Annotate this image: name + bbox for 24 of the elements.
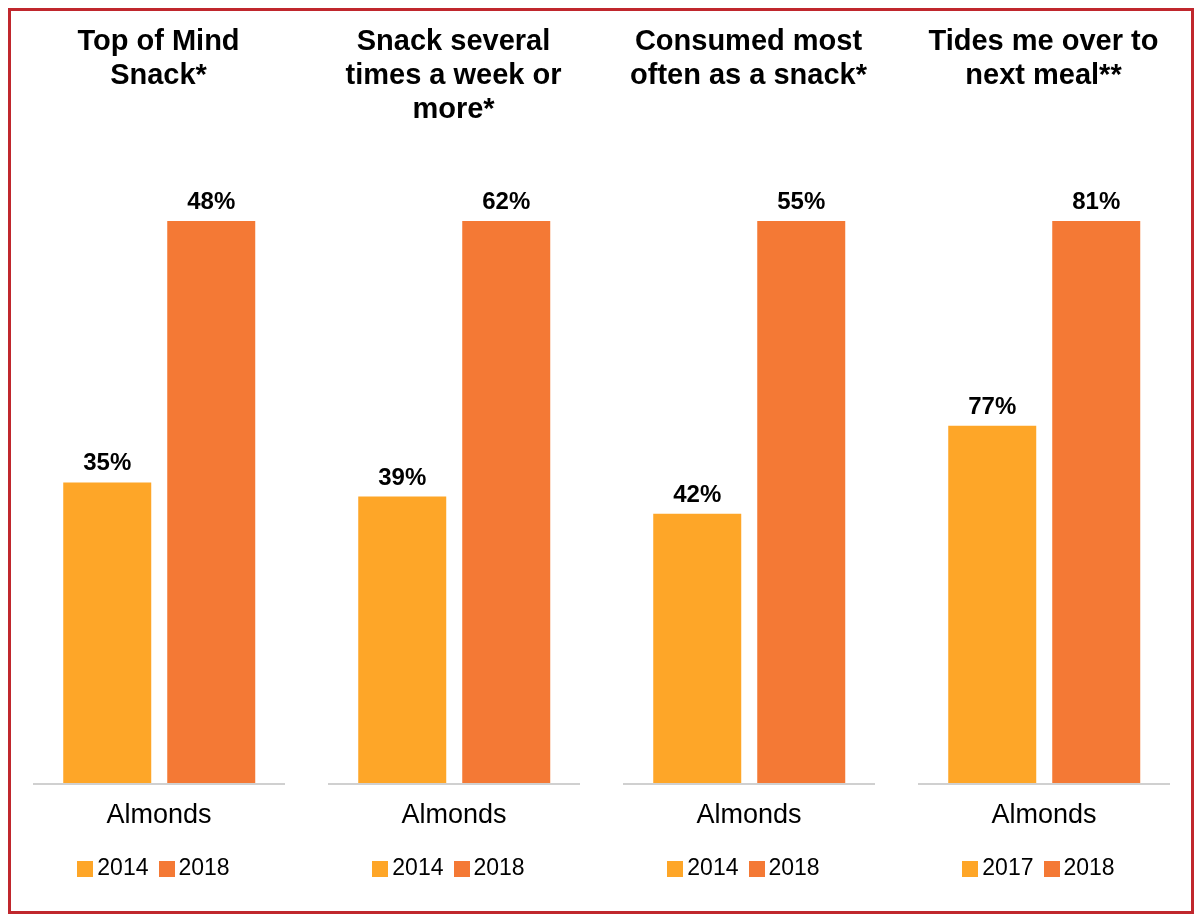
chart-title: Tides me over to next meal**	[927, 23, 1160, 92]
legend-label: 2014	[687, 854, 739, 880]
chart-title: Top of Mind Snack*	[76, 23, 241, 92]
chart-title: Snack several times a week or more*	[344, 23, 563, 126]
data-label: 81%	[1071, 187, 1120, 214]
legend-label: 2018	[178, 854, 230, 880]
data-label: 48%	[186, 187, 235, 214]
data-label: 55%	[776, 187, 825, 214]
legend-label: 2014	[392, 854, 444, 880]
data-label: 35%	[82, 448, 131, 476]
x-tick-label: Almonds	[990, 799, 1097, 830]
data-label: 39%	[377, 462, 426, 490]
legend-label: 2018	[1063, 854, 1115, 880]
x-tick-label: Almonds	[400, 799, 507, 830]
data-label: 77%	[967, 391, 1016, 419]
data-label: 42%	[672, 479, 721, 507]
legend-label: 2018	[473, 854, 525, 880]
legend-label: 2014	[97, 854, 149, 880]
legend-label: 2017	[982, 854, 1034, 880]
legend-label: 2018	[768, 854, 820, 880]
data-label: 62%	[481, 187, 530, 214]
x-tick-label: Almonds	[105, 799, 212, 830]
x-tick-label: Almonds	[695, 799, 802, 830]
chart-title: Consumed most often as a snack*	[629, 23, 868, 92]
